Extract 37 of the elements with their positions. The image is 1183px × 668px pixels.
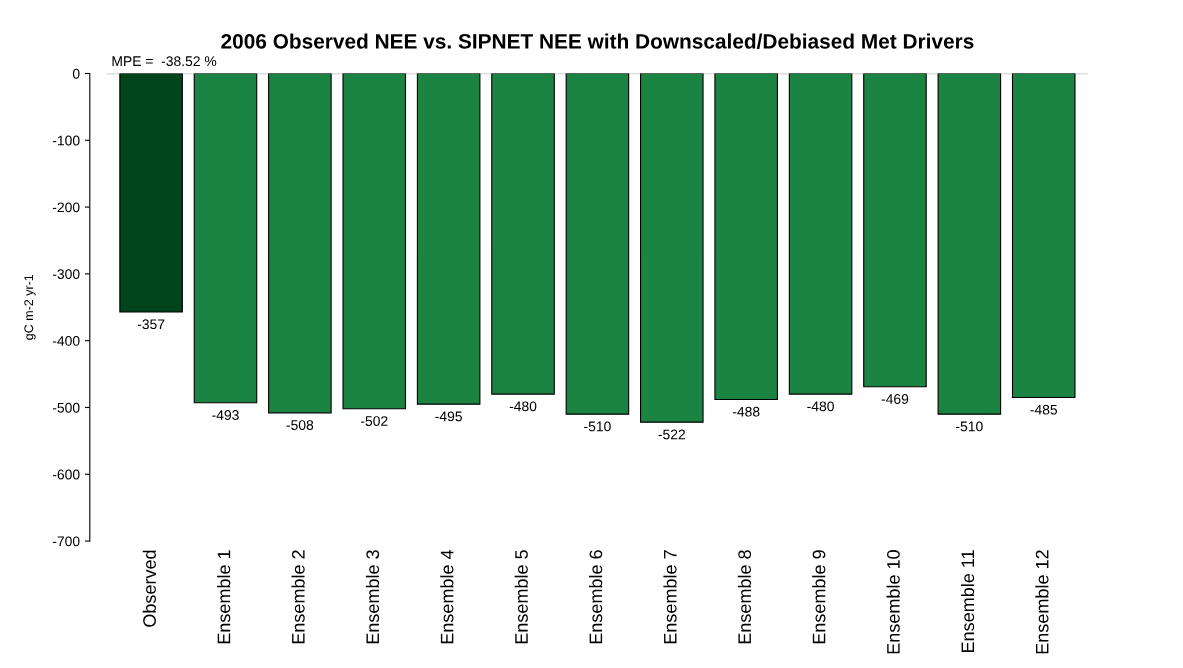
data-label: -488: [732, 406, 760, 417]
x-tick-label: Ensemble 8: [737, 550, 752, 644]
x-tick-label: Ensemble 4: [440, 549, 454, 644]
y-tick-label: -300: [52, 269, 80, 280]
text: MPE = -38.52 %: [112, 56, 217, 67]
x-tick-label: Ensemble 1: [217, 550, 231, 644]
x-tick-label: Ensemble 11: [960, 550, 975, 652]
x-tick-label: Observed: [142, 550, 156, 627]
x-tick-label: Ensemble 6: [589, 550, 603, 644]
data-label: -469: [881, 394, 909, 404]
x-tick-label: Ensemble 12: [1035, 550, 1049, 654]
chart-title: 2006 Observed NEE vs. SIPNET NEE with Downscaled/Debiased Met Drivers: [221, 33, 974, 49]
data-label: -493: [212, 410, 239, 420]
data-label: -510: [956, 421, 983, 432]
x-tick-label: Ensemble 3: [365, 550, 380, 644]
x-tick-label: Ensemble 5: [514, 550, 528, 644]
data-label: -522: [658, 429, 685, 440]
y-tick-label: -100: [52, 135, 80, 146]
y-tick-label: -700: [52, 536, 80, 547]
y-tick-label: -200: [52, 202, 80, 213]
data-label: -508: [286, 420, 314, 430]
data-label: -357: [137, 319, 165, 330]
y-tick-label: -400: [52, 336, 80, 346]
x-tick-label: Ensemble 2: [291, 550, 305, 644]
x-tick-label: Ensemble 10: [886, 550, 900, 654]
data-label: -510: [584, 421, 611, 432]
y-axis-title: gC m-2 yr-1: [24, 274, 36, 340]
data-label: -480: [807, 401, 834, 412]
data-label: -502: [360, 416, 388, 426]
y-tick-label: 0: [72, 68, 80, 79]
data-label: -485: [1030, 404, 1058, 415]
x-tick-label: Ensemble 7: [663, 550, 677, 644]
data-label: -495: [435, 411, 462, 422]
data-label: -480: [509, 401, 537, 412]
y-tick-label: -600: [52, 469, 80, 480]
x-tick-label: Ensemble 9: [812, 550, 826, 644]
y-tick-label: -500: [52, 402, 80, 413]
